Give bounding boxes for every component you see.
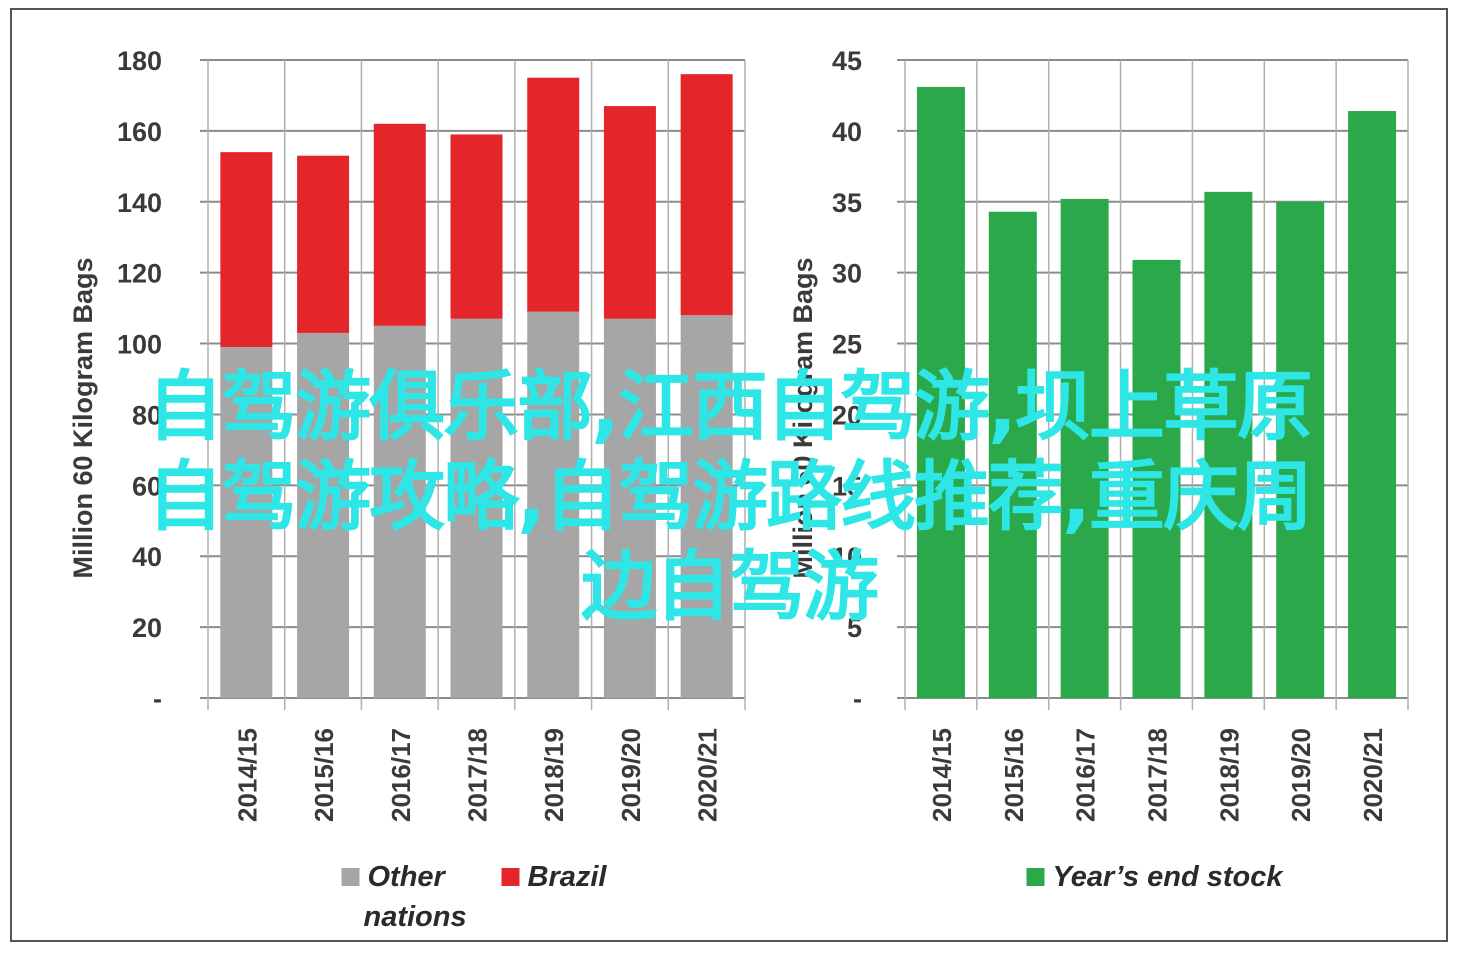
bar-year-s-end-stock bbox=[1204, 191, 1253, 698]
overlay-watermark-text: 自驾游俱乐部,江西自驾游,坝上草原 自驾游攻略,自驾游路线推荐,重庆周 边自驾游 bbox=[0, 362, 1458, 632]
bar-year-s-end-stock bbox=[1276, 201, 1325, 698]
x-tick-label: 2019/20 bbox=[616, 728, 646, 822]
y-tick-label: - bbox=[853, 684, 862, 714]
y-tick-label: 35 bbox=[832, 188, 862, 218]
bar-year-s-end-stock bbox=[988, 211, 1037, 699]
y-tick-label: 100 bbox=[117, 330, 162, 360]
bar-brazil bbox=[527, 77, 580, 312]
y-axis-label: Million 60 Kilogram Bags bbox=[68, 257, 98, 578]
bar-brazil bbox=[297, 155, 350, 333]
legend-label: Other bbox=[368, 861, 447, 893]
overlay-line-2: 自驾游攻略,自驾游路线推荐,重庆周 bbox=[147, 452, 1313, 541]
x-tick-label: 2020/21 bbox=[693, 728, 723, 822]
y-tick-label: 180 bbox=[117, 46, 162, 76]
y-tick-label: 15 bbox=[832, 471, 862, 501]
x-tick-label: 2019/20 bbox=[1286, 728, 1316, 822]
legend-label: Year’s end stock bbox=[1053, 861, 1285, 893]
y-tick-label: 20 bbox=[132, 613, 162, 643]
y-tick-label: 40 bbox=[832, 117, 862, 147]
y-tick-label: 140 bbox=[117, 188, 162, 218]
x-tick-label: 2017/18 bbox=[463, 728, 493, 822]
x-tick-label: 2020/21 bbox=[1358, 728, 1388, 822]
legend-label: Brazil bbox=[528, 861, 608, 893]
bar-other-nations bbox=[450, 318, 503, 698]
overlay-line-3: 边自驾游 bbox=[581, 542, 879, 631]
bar-year-s-end-stock bbox=[1132, 259, 1181, 698]
y-axis-label: Million 60 Kilogram Bags bbox=[788, 257, 818, 578]
bar-other-nations bbox=[297, 332, 350, 698]
x-tick-label: 2014/15 bbox=[927, 728, 957, 822]
bar-other-nations bbox=[527, 311, 580, 698]
y-tick-label: - bbox=[153, 684, 162, 714]
y-tick-label: 10 bbox=[832, 542, 862, 572]
chart-left: - 20 40 60 80 100 120 140 160 180 Million 60 Kilog… bbox=[68, 46, 746, 933]
bar-brazil bbox=[450, 134, 503, 319]
y-tick-label: 20 bbox=[832, 400, 862, 430]
x-tick-label: 2016/17 bbox=[386, 728, 416, 822]
chart-right: - 5 10 15 20 25 30 35 40 45 Million 60 Kilogram Ba… bbox=[788, 46, 1409, 893]
y-tick-label: 25 bbox=[832, 330, 862, 360]
y-tick-label: 120 bbox=[117, 259, 162, 289]
x-tick-label: 2015/16 bbox=[309, 728, 339, 822]
y-tick-label: 45 bbox=[832, 46, 862, 76]
y-tick-label: 80 bbox=[132, 400, 162, 430]
y-tick-label: 60 bbox=[132, 471, 162, 501]
y-tick-label: 5 bbox=[847, 613, 862, 643]
bar-other-nations bbox=[220, 347, 273, 698]
y-tick-label: 30 bbox=[832, 259, 862, 289]
bar-year-s-end-stock bbox=[1060, 198, 1109, 699]
legend-swatch bbox=[1026, 868, 1045, 886]
legend-swatch bbox=[341, 868, 360, 886]
bar-brazil bbox=[373, 123, 426, 326]
bar-brazil bbox=[220, 152, 273, 348]
y-tick-label: 160 bbox=[117, 117, 162, 147]
x-tick-label: 2018/19 bbox=[539, 728, 569, 822]
x-tick-label: 2017/18 bbox=[1143, 728, 1173, 822]
bar-brazil bbox=[603, 106, 656, 319]
y-tick-label: 40 bbox=[132, 542, 162, 572]
x-tick-label: 2016/17 bbox=[1071, 728, 1101, 822]
bar-other-nations bbox=[373, 325, 426, 698]
overlay-line-1: 自驾游俱乐部,江西自驾游,坝上草原 bbox=[147, 362, 1313, 451]
bar-year-s-end-stock bbox=[916, 86, 965, 699]
bar-other-nations bbox=[680, 315, 733, 698]
x-tick-label: 2015/16 bbox=[999, 728, 1029, 822]
x-tick-label: 2014/15 bbox=[232, 728, 262, 822]
x-tick-label: 2018/19 bbox=[1214, 728, 1244, 822]
legend-label: nations bbox=[364, 901, 467, 933]
bar-year-s-end-stock bbox=[1348, 111, 1397, 699]
bar-other-nations bbox=[603, 318, 656, 698]
bar-brazil bbox=[680, 74, 733, 316]
legend-swatch bbox=[501, 868, 520, 886]
